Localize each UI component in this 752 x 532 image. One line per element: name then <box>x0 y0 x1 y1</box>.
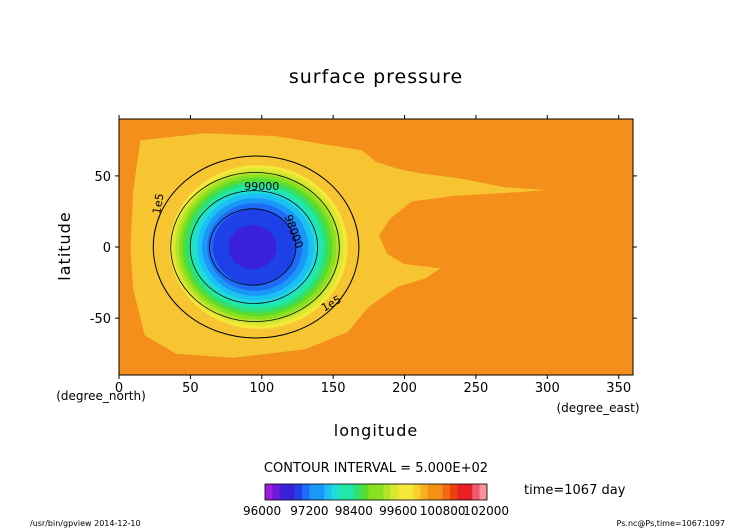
pressure-band <box>228 225 277 269</box>
contour-label: 1e5 <box>150 192 166 215</box>
colorbar-cell <box>346 484 355 500</box>
footer-right: Ps.nc@Ps,time=1067:1097 <box>617 519 725 528</box>
x-tick-label: 350 <box>606 381 631 396</box>
x-axis: 0 50 100 150 200 250 300 350 <box>115 115 631 396</box>
colorbar-cell <box>420 484 429 500</box>
x-tick-label: 250 <box>464 381 489 396</box>
x-tick-label: 300 <box>535 381 560 396</box>
colorbar-cell <box>361 484 369 500</box>
colorbar-tick-label: 99600 <box>379 504 417 518</box>
colorbar-cell <box>479 484 488 500</box>
x-tick-label: 50 <box>182 381 199 396</box>
contour-line <box>209 208 297 286</box>
colorbar-cell <box>316 484 325 500</box>
x-tick-label: 150 <box>321 381 346 396</box>
colorbar-cell <box>339 484 347 500</box>
colorbar-tick-label: 97200 <box>290 504 328 518</box>
time-text: time=1067 day <box>524 483 626 498</box>
colorbar-tick-label: 100800 <box>420 504 466 518</box>
colorbar-cell <box>331 484 340 500</box>
colorbar <box>264 483 488 501</box>
colorbar-cell <box>383 484 392 500</box>
y-unit-label: (degree_north) <box>56 389 146 403</box>
colorbar-cell <box>405 484 414 500</box>
x-tick-label: 100 <box>249 381 274 396</box>
colorbar-tick-label: 96000 <box>243 504 281 518</box>
colorbar-frame <box>264 483 488 501</box>
colorbar-cell <box>353 484 362 500</box>
x-tick-label: 0 <box>115 381 123 396</box>
colorbar-cell <box>272 484 281 500</box>
colorbar-cell <box>450 484 458 500</box>
contour-label: 99000 <box>244 180 279 193</box>
contour-line <box>152 155 360 339</box>
colorbar-cell <box>265 484 273 500</box>
chart-title: surface pressure <box>289 66 463 88</box>
contour-interval-text: CONTOUR INTERVAL = 5.000E+02 <box>264 461 488 476</box>
contour-line <box>189 190 318 304</box>
colorbar-cell <box>413 484 421 500</box>
colorbar-tick-label: 98400 <box>335 504 373 518</box>
colorbar-cell <box>302 484 310 500</box>
y-tick-label: 50 <box>94 170 111 185</box>
y-tick-label: -50 <box>90 312 111 327</box>
colorbar-cell <box>398 484 406 500</box>
colorbar-cell <box>435 484 443 500</box>
colorbar-cell <box>324 484 332 500</box>
colorbar-cell <box>464 484 473 500</box>
colorbar-cell <box>390 484 399 500</box>
y-tick-label: 0 <box>103 241 111 256</box>
colorbar-cell <box>309 484 318 500</box>
colorbar-cell <box>472 484 480 500</box>
colorbar-cell <box>442 484 451 500</box>
contour-line <box>170 171 340 322</box>
colorbar-cell <box>294 484 303 500</box>
footer-left: /usr/bin/gpview 2014-12-10 <box>30 519 141 528</box>
colorbar-cell <box>368 484 377 500</box>
colorbar-cell <box>427 484 436 500</box>
x-tick-label: 200 <box>392 381 417 396</box>
x-unit-label: (degree_east) <box>556 401 639 415</box>
colorbar-cell <box>457 484 466 500</box>
colorbar-tick-label: 102000 <box>463 504 509 518</box>
colorbar-cell <box>287 484 295 500</box>
colorbar-cell <box>376 484 384 500</box>
x-axis-label: longitude <box>334 421 418 440</box>
colorbar-cell <box>279 484 288 500</box>
y-axis-label: latitude <box>55 211 74 280</box>
y-axis: -50 0 50 <box>90 170 637 327</box>
